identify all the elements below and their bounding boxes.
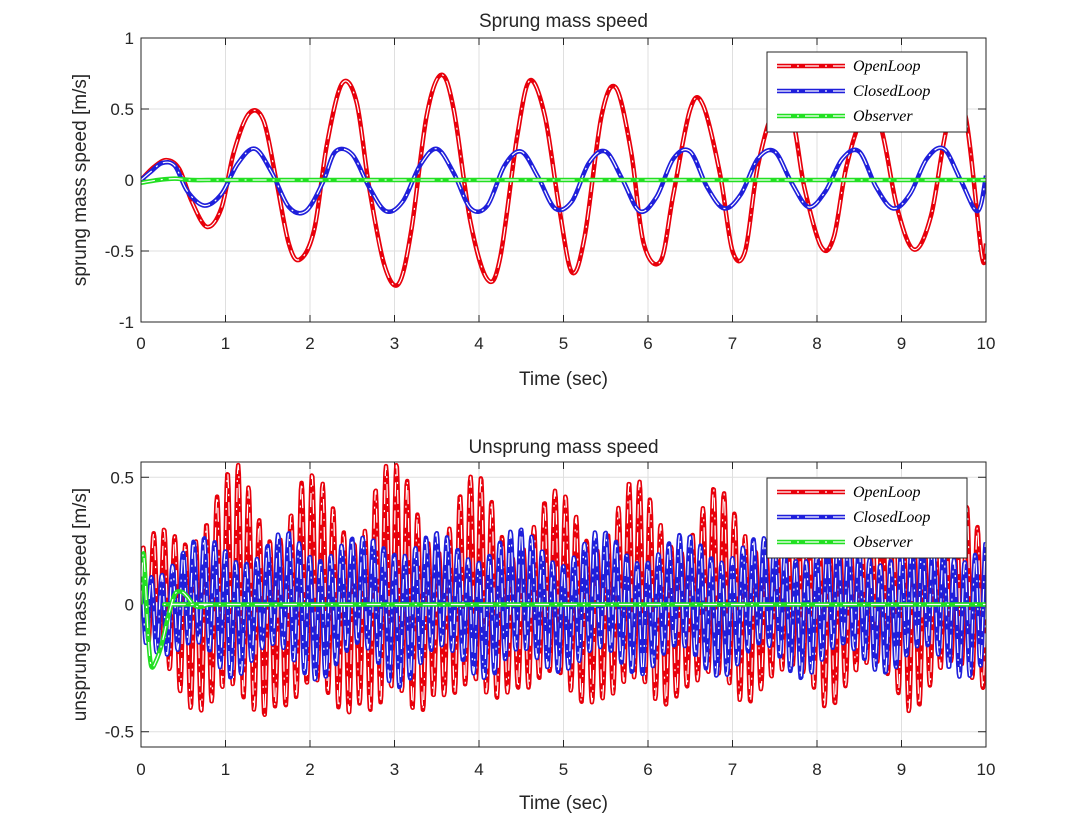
x-tick-label: 5 xyxy=(559,334,568,353)
chart-title: Unsprung mass speed xyxy=(468,437,658,458)
axes-box xyxy=(140,461,987,748)
series-openloop-dash-overlay xyxy=(141,74,986,287)
y-axis-label: unsprung mass speed [m/s] xyxy=(70,488,91,721)
y-tick-label: 0 xyxy=(125,596,134,615)
x-tick-label: 3 xyxy=(390,760,399,779)
x-tick-label: 6 xyxy=(643,334,652,353)
y-tick-label: 0 xyxy=(125,171,134,190)
legend-openloop-label: OpenLoop xyxy=(853,484,921,501)
x-tick-label: 3 xyxy=(390,334,399,353)
y-tick-label: -0.5 xyxy=(105,242,134,261)
y-tick-label: 0.5 xyxy=(110,468,134,487)
x-tick-label: 2 xyxy=(305,334,314,353)
y-tick-label: -0.5 xyxy=(105,723,134,742)
x-tick-label: 5 xyxy=(559,760,568,779)
y-axis-label: sprung mass speed [m/s] xyxy=(70,74,91,286)
y-tick-label: 1 xyxy=(125,29,134,48)
legend-closedloop-label: ClosedLoop xyxy=(853,83,930,100)
legend-observer-label: Observer xyxy=(853,108,913,125)
x-tick-label: 9 xyxy=(897,760,906,779)
chart-title: Sprung mass speed xyxy=(479,11,648,32)
x-tick-label: 6 xyxy=(643,760,652,779)
series-observer-dash-overlay xyxy=(141,178,986,184)
legend-openloop-label: OpenLoop xyxy=(853,58,921,75)
series-group xyxy=(141,462,986,718)
x-tick-label: 1 xyxy=(221,334,230,353)
axes-box xyxy=(140,37,987,323)
series-closedloop-dash-overlay xyxy=(141,147,986,214)
x-tick-label: 0 xyxy=(136,334,145,353)
x-tick-label: 4 xyxy=(474,760,483,779)
series-group xyxy=(141,72,986,288)
legend-observer-label: Observer xyxy=(853,534,913,551)
legend: OpenLoop ClosedLoop Observer xyxy=(766,477,968,559)
y-tick-label: 0.5 xyxy=(110,100,134,119)
y-tick-label: -1 xyxy=(119,313,134,332)
x-tick-label: 7 xyxy=(728,334,737,353)
x-tick-label: 8 xyxy=(812,760,821,779)
legend: OpenLoop ClosedLoop Observer xyxy=(766,51,968,133)
x-tick-label: 4 xyxy=(474,334,483,353)
x-tick-label: 10 xyxy=(977,760,996,779)
x-tick-label: 10 xyxy=(977,334,996,353)
x-tick-label: 1 xyxy=(221,760,230,779)
x-axis-label: Time (sec) xyxy=(519,793,608,814)
x-tick-label: 2 xyxy=(305,760,314,779)
subplot-sprung: 0 1 2 3 4 5 6 7 8 9 10 -1 -0.5 0 0.5 1 Sprung mass speed… xyxy=(70,11,995,390)
x-axis-label: Time (sec) xyxy=(519,369,608,390)
series-observer-line xyxy=(141,176,986,186)
series-openloop-dash-overlay xyxy=(141,464,986,716)
x-tick-label: 9 xyxy=(897,334,906,353)
legend-closedloop-label: ClosedLoop xyxy=(853,509,930,526)
series-closedloop-dash-overlay xyxy=(141,529,986,688)
x-tick-label: 8 xyxy=(812,334,821,353)
x-tick-label: 7 xyxy=(728,760,737,779)
series-observer-dash-overlay xyxy=(141,552,986,669)
x-tick-label: 0 xyxy=(136,760,145,779)
